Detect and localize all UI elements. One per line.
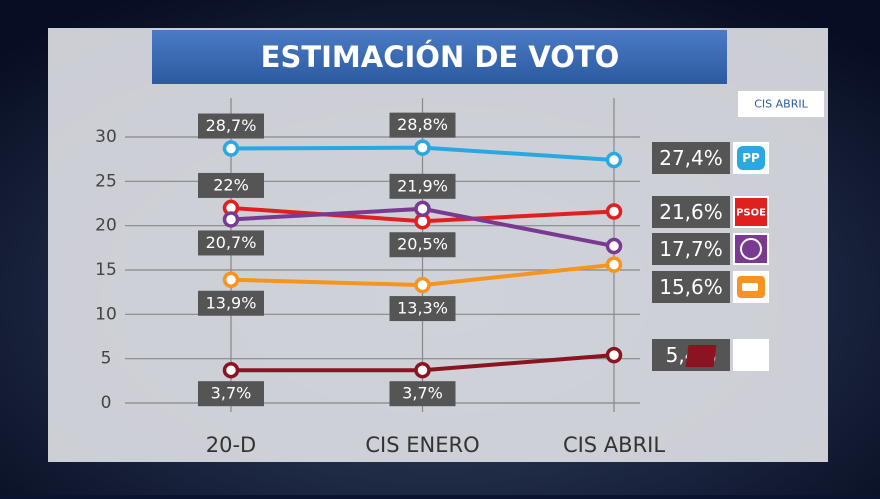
badge-box: [738, 91, 824, 117]
party-logo: [733, 271, 769, 303]
point: [605, 346, 623, 364]
value-label: 22%: [213, 175, 249, 194]
logo-mark: [742, 283, 758, 291]
value-label-box: [198, 230, 264, 256]
value-label: 17,7%: [659, 237, 723, 261]
x-tick-label: CIS ENERO: [365, 433, 479, 457]
value-label: 3,7%: [402, 384, 443, 403]
party-logo: [733, 233, 769, 265]
value-label: 15,6%: [659, 275, 723, 299]
y-tick-label: 30: [95, 127, 117, 147]
point: [605, 203, 623, 220]
value-label-box: [389, 232, 456, 258]
party-logo: PSOE: [733, 196, 769, 228]
point: [414, 200, 431, 218]
value-label-box: [389, 381, 456, 407]
y-tick-label: 5: [101, 349, 112, 369]
value-label: 20,7%: [206, 233, 257, 252]
logo-shape: [737, 146, 765, 170]
party-logo: PP: [733, 142, 769, 174]
point: [414, 276, 431, 294]
logo-text: PSOE: [736, 208, 766, 219]
logo-text: PP: [742, 151, 760, 165]
value-label: 13,9%: [206, 293, 257, 312]
point: [222, 271, 240, 289]
value-label-box: [389, 112, 456, 138]
y-tick-label: 25: [95, 171, 117, 191]
value-label: 21,6%: [659, 200, 723, 224]
value-label: 27,4%: [659, 146, 723, 170]
y-tick-label: 15: [95, 260, 117, 280]
value-label-box: [652, 233, 730, 265]
value-label-box: [198, 290, 264, 316]
value-label: 28,8%: [397, 115, 448, 134]
value-label: 21,9%: [397, 176, 448, 195]
value-label-box: [652, 271, 730, 303]
x-tick-label: CIS ABRIL: [563, 433, 665, 457]
value-label: 20,5%: [397, 235, 448, 254]
title-bar: [152, 30, 727, 84]
logo-ring: [740, 238, 762, 260]
y-tick-label: 10: [95, 304, 117, 324]
point: [414, 361, 431, 379]
value-label: 28,7%: [206, 116, 257, 135]
point: [605, 237, 623, 255]
value-label-box: [652, 142, 730, 174]
value-label-box: [198, 172, 264, 198]
y-tick-label: 0: [101, 393, 112, 413]
chart-title: ESTIMACIÓN DE VOTO: [261, 40, 620, 74]
y-tick-label: 20: [95, 216, 117, 236]
point: [222, 211, 240, 228]
value-label-box: [652, 196, 730, 228]
party-logo: [685, 339, 769, 371]
x-tick-label: 20-D: [206, 433, 256, 457]
value-label-box: [389, 173, 456, 199]
point: [222, 361, 240, 379]
point: [605, 151, 623, 169]
value-label-box: [198, 381, 264, 407]
value-label-box: [198, 113, 264, 139]
value-label: 3,7%: [211, 384, 252, 403]
value-label-box: [389, 296, 456, 322]
point: [605, 256, 623, 273]
badge: CIS ABRIL: [754, 98, 808, 111]
logo-box: [733, 339, 769, 371]
logo-shape: [685, 345, 717, 367]
point: [222, 140, 240, 157]
labels: 28,7% 28,8% 27,4% 22% 20,5% 21,6% 20,7% 21,9% 17…: [198, 112, 730, 407]
point: [414, 139, 431, 156]
value-label: 13,3%: [397, 299, 448, 318]
logo-shape: [735, 198, 767, 226]
